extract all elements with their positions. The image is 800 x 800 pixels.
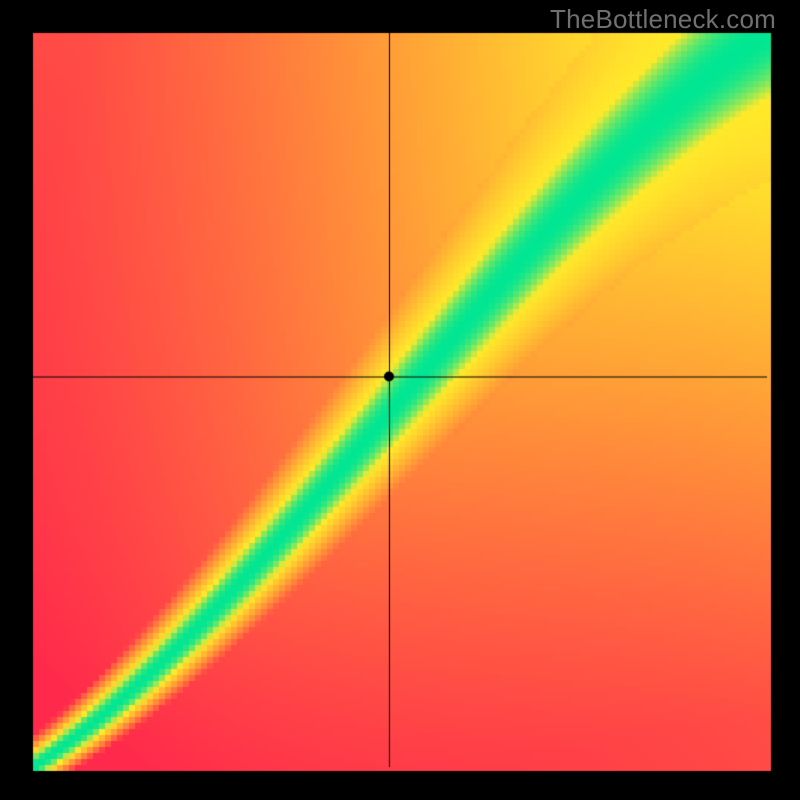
watermark-text: TheBottleneck.com xyxy=(550,4,776,35)
root: TheBottleneck.com xyxy=(0,0,800,800)
heatmap-canvas xyxy=(0,0,800,800)
